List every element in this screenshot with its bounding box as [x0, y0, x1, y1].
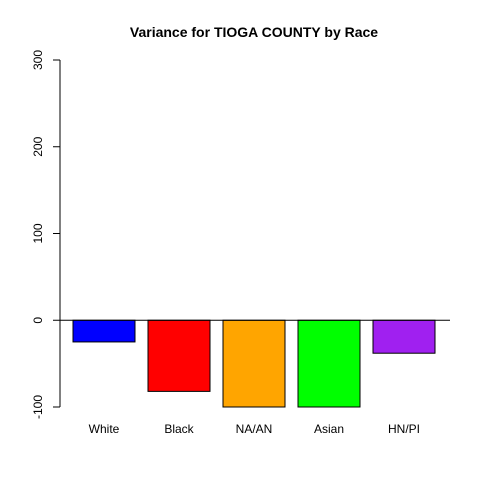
bar-hn-pi: [372, 319, 436, 354]
x-category-label: Black: [164, 422, 194, 436]
bar-white: [72, 319, 136, 343]
y-tick-label: 300: [31, 50, 45, 70]
y-tick-label: -100: [31, 395, 45, 419]
x-axis-labels: White Black NA/AN Asian HN/PI: [89, 422, 420, 436]
x-category-label: Asian: [314, 422, 344, 436]
y-tick-label: 100: [31, 223, 45, 243]
y-tick-label: 200: [31, 136, 45, 156]
chart-title: Variance for TIOGA COUNTY by Race: [130, 24, 378, 40]
bar-black: [147, 319, 211, 392]
x-category-label: HN/PI: [388, 422, 420, 436]
x-category-label: White: [89, 422, 120, 436]
bar-asian: [297, 319, 361, 408]
bars-group: [72, 319, 436, 408]
y-axis-ticks: -100 0 100 200 300: [31, 50, 60, 419]
x-category-label: NA/AN: [236, 422, 273, 436]
y-tick-label: 0: [31, 317, 45, 324]
bar-na-an: [222, 319, 286, 408]
